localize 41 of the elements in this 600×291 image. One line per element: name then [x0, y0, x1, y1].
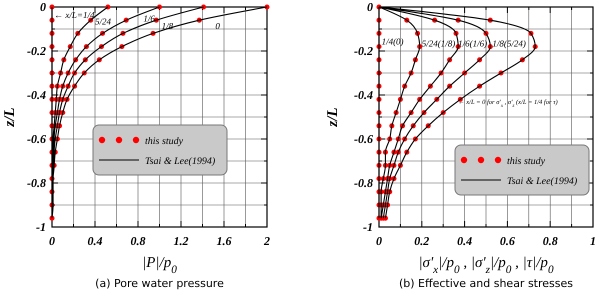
- text: (a) Pore water pressure: [95, 277, 224, 290]
- x-axis-title: |P|/p$_{0}$: [142, 255, 178, 276]
- y-tick-label: -1: [36, 220, 46, 234]
- text: (b) Effective and shear stresses: [398, 277, 574, 290]
- x-tick-label: 1.6: [216, 234, 232, 248]
- y-axis-title: z/L: [2, 107, 18, 128]
- y-axis-title: z/L: [325, 107, 341, 128]
- annotation: 1/8(5/24): [492, 38, 526, 49]
- annotation: 1/8: [162, 21, 174, 31]
- legend-label: Tsai & Lee(1994): [507, 176, 578, 187]
- y-tick-label: -1: [363, 220, 373, 234]
- x-tick-label: 2: [263, 234, 270, 248]
- x-tick-label: 0.6: [500, 234, 515, 248]
- x-tick-label: 0.8: [542, 234, 558, 248]
- x-tick-label: 0.8: [130, 234, 146, 248]
- x-tick-label: 0: [49, 234, 55, 248]
- annotation: 1/6(1/6): [458, 38, 488, 49]
- annotation: 0: [215, 21, 220, 31]
- x-tick-label: 1: [590, 234, 596, 248]
- y-tick-label: -0.2: [354, 44, 373, 58]
- y-tick-label: -0.2: [27, 44, 46, 58]
- y-tick-label: -0.8: [354, 176, 373, 190]
- text: |σ'$_{x}$|/p$_{0}$ , |σ'$_{z}$|/p$_{0}$ , |τ|/p$_{0}$: [418, 255, 554, 276]
- y-tick-label: -0.4: [354, 88, 373, 102]
- annotation: 5/24: [95, 16, 112, 27]
- y-tick-label: 0: [367, 0, 373, 14]
- x-tick-label: 0: [376, 234, 382, 248]
- y-tick-label: -0.8: [27, 176, 46, 190]
- y-tick-label: 0: [40, 0, 46, 14]
- y-tick-label: -0.4: [27, 88, 46, 102]
- y-tick-label: -0.6: [27, 132, 46, 146]
- x-tick-label: 0.2: [414, 234, 430, 248]
- annotation: 1/4(0): [382, 36, 404, 46]
- x-tick-label: 0.4: [457, 234, 472, 248]
- x-tick-label: 1.2: [174, 234, 188, 248]
- y-tick-label: -0.6: [354, 132, 373, 146]
- annotation: ← x/L=1/4: [54, 10, 95, 20]
- x-tick-label: 0.4: [88, 234, 102, 248]
- legend-label: this study: [145, 136, 184, 147]
- legend-label: Tsai & Lee(1994): [145, 156, 216, 167]
- legend-label: this study: [507, 156, 546, 167]
